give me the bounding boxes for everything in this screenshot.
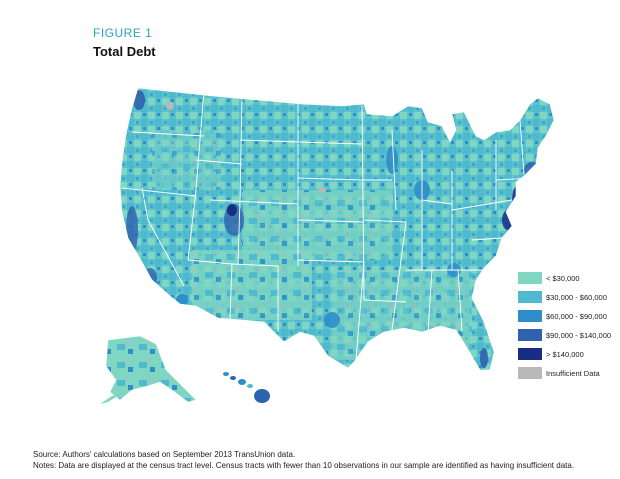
legend-item: $90,000 - $140,000 [518, 328, 620, 342]
us-debt-map [100, 87, 555, 404]
aleutian-islands [100, 392, 124, 404]
legend-swatch [518, 348, 542, 360]
legend-label: $90,000 - $140,000 [546, 330, 612, 340]
legend-label: Insufficient Data [546, 368, 600, 378]
legend-item: > $140,000 [518, 347, 620, 361]
alaska-shape [105, 335, 197, 403]
legend-swatch [518, 291, 542, 303]
legend-swatch [518, 310, 542, 322]
hawaii-islands [223, 372, 270, 403]
legend-label: $30,000 - $60,000 [546, 292, 607, 302]
legend-item: Insufficient Data [518, 366, 620, 380]
notes-text: Notes: Data are displayed at the census … [33, 461, 575, 470]
legend-swatch [518, 367, 542, 379]
state-borders [121, 89, 533, 361]
legend-swatch [518, 329, 542, 341]
legend-label: > $140,000 [546, 349, 584, 359]
legend-item: < $30,000 [518, 271, 620, 285]
legend-swatch [518, 272, 542, 284]
figure-title: Total Debt [93, 44, 156, 59]
legend: < $30,000 $30,000 - $60,000 $60,000 - $9… [518, 271, 620, 385]
legend-label: < $30,000 [546, 273, 580, 283]
source-note: Source: Authors' calculations based on S… [33, 450, 296, 459]
legend-label: $60,000 - $90,000 [546, 311, 607, 321]
legend-item: $30,000 - $60,000 [518, 290, 620, 304]
legend-item: $60,000 - $90,000 [518, 309, 620, 323]
figure-label: FIGURE 1 [93, 26, 153, 40]
